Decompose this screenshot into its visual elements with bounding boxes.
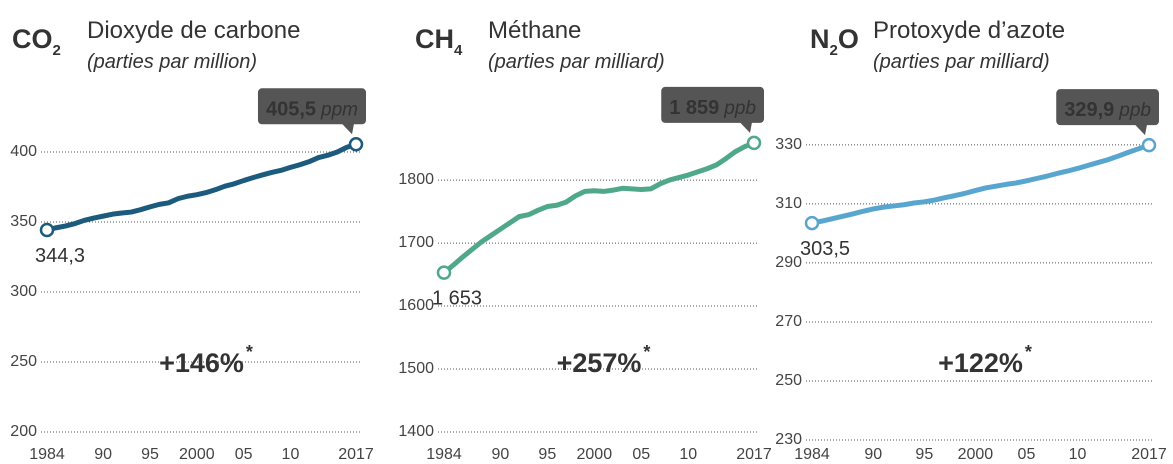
- x-tick-label: 05: [1018, 446, 1036, 463]
- x-tick-label: 95: [538, 446, 556, 463]
- end-point: [436, 265, 452, 280]
- y-tick-label: 250: [10, 353, 37, 370]
- y-tick-label: 1500: [398, 360, 434, 377]
- value-label-box: [661, 86, 764, 123]
- end-point: [804, 215, 820, 231]
- formula-part: CH: [415, 24, 454, 54]
- footnote-mark: *: [643, 342, 650, 362]
- x-tick-label: 90: [94, 446, 112, 463]
- y-tick-label: 1600: [398, 297, 434, 314]
- value-label-pointer: [740, 122, 752, 133]
- start-value-label: 1 653: [432, 288, 482, 310]
- panel: CH4 Méthane (parties par milliard) 1400 1500…: [398, 17, 771, 463]
- end-value-label: 1 859: [669, 97, 719, 119]
- change-label: +257%: [557, 348, 642, 378]
- y-tick-label: 300: [10, 283, 37, 300]
- y-tick-label: 1700: [398, 234, 434, 251]
- formula: CO2: [12, 24, 61, 59]
- start-value-label: 344,3: [35, 245, 85, 267]
- x-tick-label: 95: [915, 446, 933, 463]
- y-tick-label: 200: [10, 423, 37, 440]
- end-value-label: 329,9: [1064, 99, 1114, 121]
- unit-label: ppb: [1118, 100, 1151, 121]
- change-label: +122%: [938, 348, 1023, 378]
- chart-title: Méthane: [488, 17, 581, 44]
- end-point: [1141, 137, 1157, 153]
- x-tick-label: 10: [679, 446, 697, 463]
- y-tick-label: 310: [775, 195, 802, 212]
- x-tick-label: 90: [864, 446, 882, 463]
- unit-label: ppm: [320, 99, 358, 120]
- formula-part: 2: [53, 42, 61, 59]
- y-tick-label: 400: [10, 143, 37, 160]
- chart-subtitle: (parties par milliard): [873, 51, 1050, 73]
- x-tick-label: 2000: [958, 446, 994, 463]
- formula-part: 2: [830, 42, 838, 59]
- data-line: [811, 142, 1150, 226]
- end-point: [348, 137, 364, 152]
- x-tick-label: 2000: [179, 446, 215, 463]
- change-label: +146%: [159, 348, 244, 378]
- chart-title: Dioxyde de carbone: [87, 17, 300, 44]
- x-tick-label: 10: [1069, 446, 1087, 463]
- formula: CH4: [415, 24, 463, 59]
- start-value-label: 303,5: [800, 238, 850, 260]
- y-tick-label: 1800: [398, 171, 434, 188]
- footnote-mark: *: [1025, 342, 1032, 362]
- data-line: [46, 141, 357, 233]
- formula-part: N: [810, 24, 830, 54]
- footnote-mark: *: [246, 342, 253, 362]
- x-tick-label: 2017: [736, 446, 772, 463]
- value-label-pointer: [342, 123, 354, 135]
- y-tick-label: 250: [775, 372, 802, 389]
- value-label-pointer: [1135, 124, 1147, 136]
- y-tick-label: 270: [775, 313, 802, 330]
- value-label-box: [1056, 89, 1159, 126]
- chart-subtitle: (parties par million): [87, 51, 257, 73]
- y-tick-label: 330: [775, 136, 802, 153]
- y-tick-label: 290: [775, 254, 802, 271]
- x-tick-label: 10: [282, 446, 300, 463]
- end-value-label: 405,5: [266, 98, 316, 120]
- formula-part: 4: [454, 42, 463, 59]
- unit-label: ppb: [723, 98, 756, 119]
- formula-part: O: [838, 24, 859, 54]
- y-tick-label: 230: [775, 431, 802, 448]
- data-line: [442, 140, 755, 275]
- chart-subtitle: (parties par milliard): [488, 51, 665, 73]
- chart-title: Protoxyde d’azote: [873, 17, 1065, 44]
- x-tick-label: 1984: [794, 446, 830, 463]
- x-tick-label: 1984: [426, 446, 462, 463]
- x-tick-label: 90: [491, 446, 509, 463]
- panel: CO2 Dioxyde de carbone (parties par millio…: [10, 17, 374, 463]
- end-point: [746, 135, 762, 151]
- formula-part: CO: [12, 24, 53, 54]
- panel: N2O Protoxyde d’azote (parties par milliar…: [775, 17, 1167, 463]
- x-tick-label: 95: [141, 446, 159, 463]
- end-point: [39, 222, 55, 238]
- x-tick-label: 2000: [577, 446, 613, 463]
- x-tick-label: 2017: [1131, 446, 1167, 463]
- x-tick-label: 1984: [29, 446, 65, 463]
- formula: N2O: [810, 24, 859, 59]
- x-tick-label: 05: [235, 446, 253, 463]
- y-tick-label: 350: [10, 213, 37, 230]
- value-label-box: [257, 88, 366, 125]
- y-tick-label: 1400: [398, 423, 434, 440]
- x-tick-label: 2017: [338, 446, 374, 463]
- x-tick-label: 05: [632, 446, 650, 463]
